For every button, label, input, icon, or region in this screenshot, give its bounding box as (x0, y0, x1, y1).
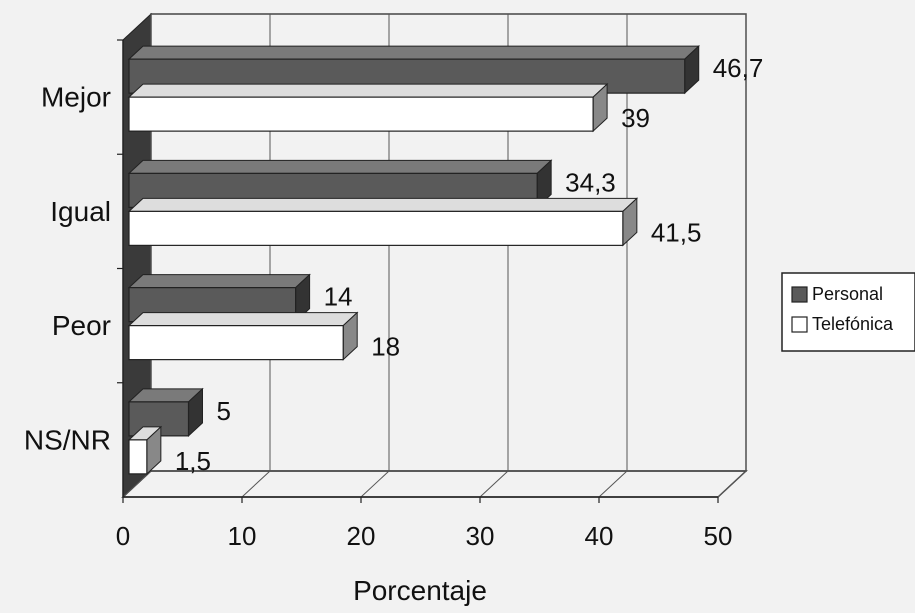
axes-group: 0 10 20 30 40 50 (116, 39, 733, 551)
legend-label-telefonica: Telefónica (812, 314, 894, 334)
bar-top-telefonica (127, 83, 609, 98)
x-tick-label: 50 (704, 521, 733, 551)
x-axis-title: Porcentaje (353, 575, 487, 606)
bar-top-personal (127, 45, 701, 60)
category-label-mejor: Mejor (41, 82, 111, 113)
x-tick-label: 20 (347, 521, 376, 551)
floor-gridline (122, 470, 152, 498)
bar-top-personal (127, 274, 311, 289)
legend-swatch-personal (791, 286, 808, 303)
floor-gridline (241, 470, 271, 498)
data-label-personal: 46,7 (713, 53, 764, 83)
legend-label-personal: Personal (812, 284, 883, 304)
bar-telefonica (128, 210, 624, 246)
floor (121, 470, 748, 498)
data-label-telefonica: 18 (371, 332, 400, 362)
category-label-igual: Igual (50, 196, 111, 227)
data-label-telefonica: 1,5 (175, 446, 211, 476)
category-label-peor: Peor (52, 310, 111, 341)
x-tick-label: 0 (116, 521, 130, 551)
data-label-telefonica: 39 (621, 103, 650, 133)
legend-swatch-telefonica (791, 316, 808, 333)
bar-telefonica (128, 96, 594, 132)
floor-gridline (479, 470, 509, 498)
labels-group: Mejor 46,7 39 Igual 34,3 41,5 Peor 14 18 NS/NR 51,… (24, 53, 763, 476)
bar-top-personal (127, 159, 553, 174)
bars-group (127, 44, 701, 476)
bar-top-telefonica (127, 197, 639, 212)
x-tick-label: 10 (228, 521, 257, 551)
data-label-telefonica: 41,5 (651, 217, 702, 247)
bar-top-telefonica (127, 312, 359, 327)
floor-gridline (360, 470, 390, 498)
bar-telefonica (128, 325, 344, 361)
category-label-ns-nr: NS/NR (24, 424, 111, 455)
data-label-personal: 14 (324, 282, 353, 312)
legend: Personal Telefónica (781, 272, 915, 352)
floor-gridline (598, 470, 628, 498)
legend-box (781, 272, 915, 352)
x-tick-label: 40 (585, 521, 614, 551)
data-label-personal: 34,3 (565, 167, 616, 197)
data-label-personal: 5 (217, 396, 231, 426)
floor-gridline (717, 470, 747, 498)
bar-telefonica (128, 439, 148, 475)
x-tick-label: 30 (466, 521, 495, 551)
